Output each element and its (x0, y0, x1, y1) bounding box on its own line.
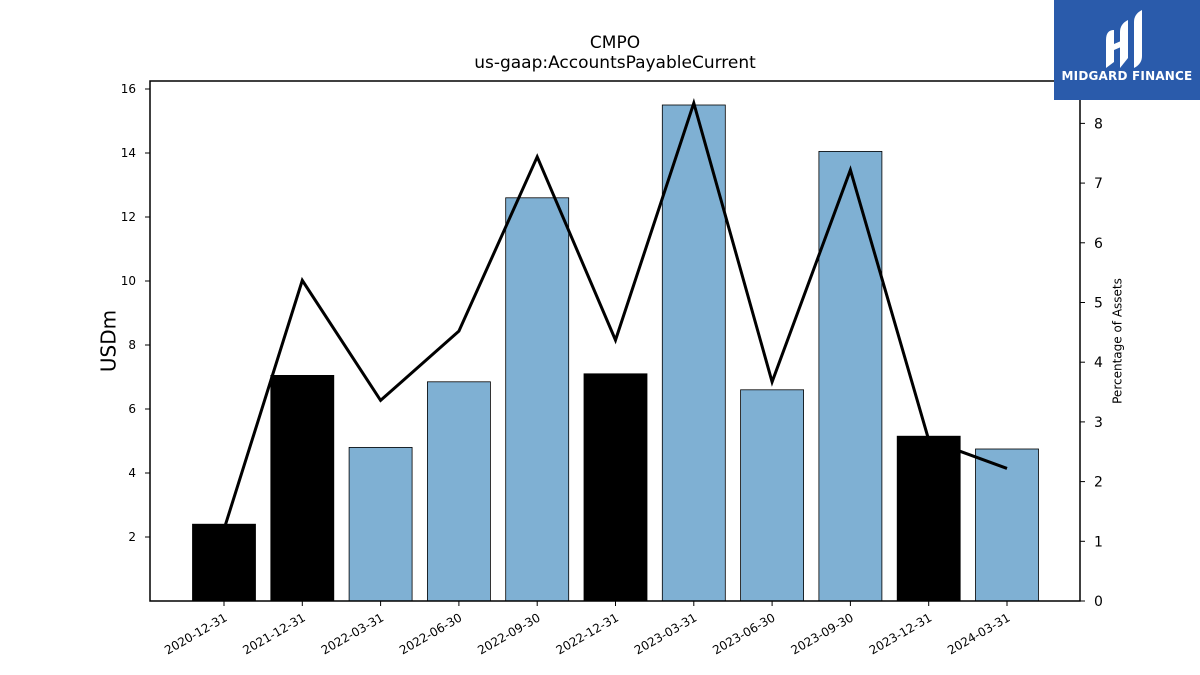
y-tick-label: 10 (121, 274, 136, 288)
y2-axis-label: Percentage of Assets (1111, 278, 1125, 404)
bar (192, 523, 256, 602)
midgard-logo-icon (1106, 10, 1142, 68)
x-tick-label: 2024-03-31 (945, 610, 1012, 657)
y2-tick-label: 7 (1094, 176, 1103, 192)
x-axis-ticks: 2020-12-31 2021-12-31 2022-03-31 2022-06-30… (162, 601, 1013, 657)
bar (348, 446, 413, 602)
chart-subtitle: us-gaap:AccountsPayableCurrent (474, 53, 756, 73)
x-tick-label: 2022-03-31 (319, 610, 386, 657)
x-tick-label: 2023-06-30 (710, 610, 777, 657)
y2-axis-ticks: 0 1 2 3 4 5 6 7 8 (1080, 116, 1103, 610)
y-tick-label: 8 (128, 338, 136, 352)
y2-tick-label: 8 (1094, 116, 1103, 132)
x-tick-label: 2023-12-31 (867, 610, 934, 657)
bar (505, 197, 570, 602)
bar (661, 104, 726, 602)
y2-tick-label: 3 (1094, 415, 1103, 431)
bar (270, 374, 335, 602)
y2-tick-label: 2 (1094, 475, 1103, 491)
y2-tick-label: 1 (1094, 534, 1103, 550)
y2-tick-label: 0 (1094, 594, 1103, 610)
bar (896, 435, 961, 602)
y-tick-label: 6 (128, 402, 136, 416)
chart-title: CMPO (590, 33, 640, 53)
bars (192, 104, 1039, 602)
y-tick-label: 2 (128, 530, 136, 544)
bar (975, 448, 1039, 602)
x-tick-label: 2022-06-30 (397, 610, 464, 657)
x-tick-label: 2020-12-31 (162, 610, 229, 657)
x-tick-label: 2022-12-31 (554, 610, 621, 657)
x-tick-label: 2022-09-30 (475, 610, 542, 657)
x-tick-label: 2023-09-30 (788, 610, 855, 657)
bar (583, 373, 648, 602)
y2-tick-label: 6 (1094, 236, 1103, 252)
percentage-line-layer (222, 97, 1008, 530)
y2-tick-label: 5 (1094, 295, 1103, 311)
y-axis-label: USDm (97, 310, 121, 372)
x-tick-label: 2021-12-31 (240, 610, 307, 657)
y-tick-label: 12 (121, 210, 136, 224)
y2-tick-label: 4 (1094, 355, 1103, 371)
y-tick-label: 4 (128, 466, 136, 480)
y-tick-label: 16 (121, 82, 136, 96)
bar (818, 150, 883, 602)
bar (740, 389, 804, 602)
y-axis-ticks: 2 4 6 8 10 12 14 16 (121, 82, 150, 544)
logo-text: MIDGARD FINANCE (1061, 69, 1193, 83)
bar (426, 381, 491, 602)
y-tick-label: 14 (121, 146, 136, 160)
x-tick-label: 2023-03-31 (632, 610, 699, 657)
